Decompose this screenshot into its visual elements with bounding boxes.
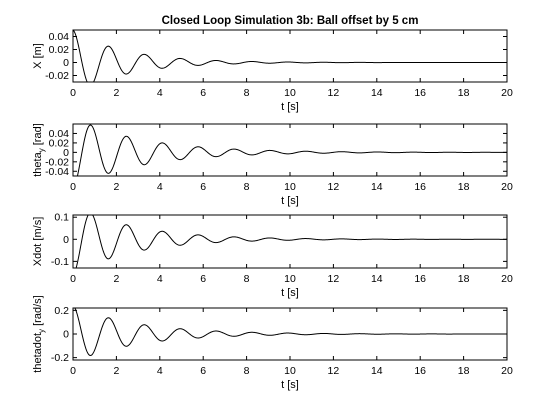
x-tick-label: 2: [113, 181, 119, 193]
x-tick-label: 14: [371, 273, 383, 285]
x-tick-label: 16: [414, 181, 426, 193]
x-tick-label: 18: [458, 273, 470, 285]
y-tick-label: -0.04: [45, 166, 69, 178]
x-tick-label: 16: [414, 273, 426, 285]
x-tick-label: 0: [70, 181, 76, 193]
x-tick-label: 0: [70, 87, 76, 99]
x-tick-label: 12: [328, 181, 340, 193]
x-tick-label: 20: [501, 87, 513, 99]
x-tick-label: 14: [371, 181, 383, 193]
series-line-2: [76, 124, 507, 176]
x-axis-label: t [s]: [281, 195, 299, 207]
x-tick-label: 16: [414, 87, 426, 99]
y-axis-label: X [m]: [32, 43, 44, 69]
x-tick-label: 18: [458, 87, 470, 99]
x-tick-label: 6: [200, 273, 206, 285]
y-tick-label: 0.02: [49, 44, 70, 56]
x-axis-label: t [s]: [281, 287, 299, 299]
x-tick-label: 10: [284, 181, 296, 193]
x-tick-label: 4: [157, 365, 163, 377]
x-tick-label: 0: [70, 273, 76, 285]
x-tick-label: 6: [200, 365, 206, 377]
y-tick-label: -0.1: [51, 256, 69, 268]
series-line-1: [73, 30, 507, 82]
y-tick-label: 0: [63, 234, 69, 246]
x-tick-label: 14: [371, 365, 383, 377]
axes-box-2: [72, 123, 508, 177]
y-tick-label: 0.1: [54, 212, 69, 224]
x-tick-label: 20: [501, 273, 513, 285]
series-line-4: [74, 308, 507, 357]
x-axis-label: t [s]: [281, 101, 299, 113]
y-tick-label: 0.04: [49, 31, 70, 43]
x-tick-label: 2: [113, 273, 119, 285]
x-tick-label: 12: [328, 273, 340, 285]
x-tick-label: 0: [70, 365, 76, 377]
axes-box-1: [72, 29, 508, 83]
x-tick-label: 12: [328, 87, 340, 99]
y-tick-label: 0.02: [49, 137, 70, 149]
y-axis-label: Xdot [m/s]: [32, 217, 44, 267]
y-tick-label: 0: [63, 329, 69, 341]
subplot-3: 0 2 4 6 8 10 12 14 16 18 20-0.100.1t [s]Xdot [m/s]: [32, 212, 513, 299]
y-tick-label: 0: [63, 147, 69, 159]
x-tick-label: 6: [200, 181, 206, 193]
y-tick-label: -0.02: [45, 70, 69, 82]
axes-box-3: [72, 214, 508, 269]
x-tick-label: 8: [244, 87, 250, 99]
x-tick-label: 2: [113, 365, 119, 377]
x-tick-label: 10: [284, 365, 296, 377]
x-tick-label: 6: [200, 87, 206, 99]
x-tick-label: 4: [157, 273, 163, 285]
x-tick-label: 8: [244, 365, 250, 377]
x-tick-label: 20: [501, 365, 513, 377]
x-tick-label: 16: [414, 365, 426, 377]
x-tick-label: 18: [458, 365, 470, 377]
x-tick-label: 2: [113, 87, 119, 99]
y-tick-label: -0.2: [51, 352, 69, 364]
x-tick-label: 10: [284, 87, 296, 99]
series-line-3: [75, 215, 507, 268]
y-tick-label: 0.04: [49, 128, 70, 140]
y-tick-label: -0.02: [45, 156, 69, 168]
chart-title: Closed Loop Simulation 3b: Ball offset b…: [162, 15, 419, 27]
y-tick-label: 0: [63, 57, 69, 69]
x-tick-label: 8: [244, 181, 250, 193]
subplot-4: 0 2 4 6 8 10 12 14 16 18 20-0.200.2t [s]thetadoty …: [32, 295, 513, 391]
x-tick-label: 4: [157, 87, 163, 99]
x-tick-label: 4: [157, 181, 163, 193]
y-axis-label: thetadoty [rad/s]: [32, 295, 46, 372]
x-tick-label: 10: [284, 273, 296, 285]
x-tick-label: 8: [244, 273, 250, 285]
x-tick-label: 14: [371, 87, 383, 99]
x-axis-label: t [s]: [281, 379, 299, 391]
x-tick-label: 20: [501, 181, 513, 193]
y-axis-label: thetay [rad]: [32, 123, 46, 177]
y-tick-label: 0.2: [54, 305, 69, 317]
x-tick-label: 12: [328, 365, 340, 377]
x-tick-label: 18: [458, 181, 470, 193]
